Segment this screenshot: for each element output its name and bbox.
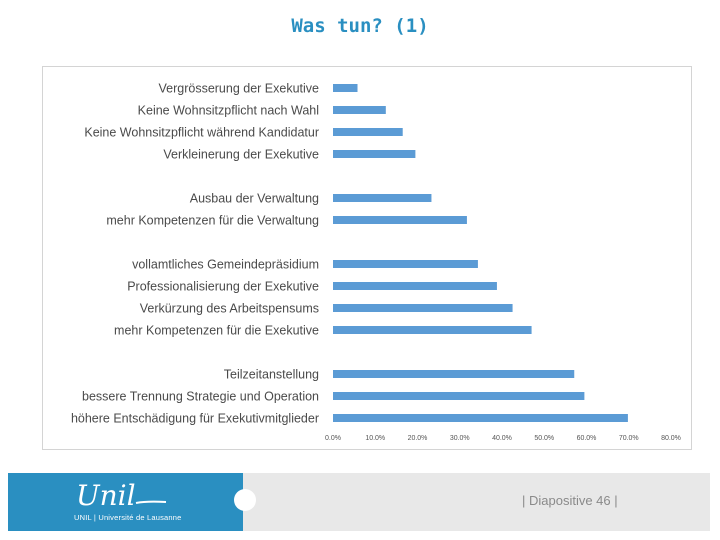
x-tick-label-1: 10.0% — [365, 435, 385, 442]
category-label-8: Verkürzung des Arbeitspensums — [140, 302, 319, 316]
logo-wordmark: Unil — [76, 479, 136, 512]
bar-5 — [333, 216, 467, 224]
bar-12 — [333, 414, 628, 422]
footer-info-panel: | Diapositive 46 | — [243, 473, 710, 531]
chart-frame: Vergrösserung der Exekutive Keine Wohnsit… — [42, 66, 692, 450]
bar-7 — [333, 282, 497, 290]
footer-caption: UNIL | Université de Lausanne — [74, 513, 182, 522]
bar-4 — [333, 194, 432, 202]
category-label-11: bessere Trennung Strategie und Operation — [82, 390, 319, 404]
category-label-2: Keine Wohnsitzpflicht während Kandidatur — [84, 126, 319, 140]
x-tick-label-5: 50.0% — [534, 435, 554, 442]
bar-9 — [333, 326, 532, 334]
bar-3 — [333, 150, 416, 158]
x-tick-label-3: 30.0% — [450, 435, 470, 442]
footer: Unil UNIL | Université de Lausanne | Dia… — [0, 473, 720, 531]
x-tick-label-8: 80.0% — [661, 435, 681, 442]
slide-number: | Diapositive 46 | — [522, 493, 618, 508]
bar-10 — [333, 370, 575, 378]
category-label-12: höhere Entschädigung für Exekutivmitglie… — [71, 412, 319, 426]
category-label-9: mehr Kompetenzen für die Exekutive — [114, 324, 319, 338]
bar-0 — [333, 84, 358, 92]
x-tick-label-0: 0.0% — [325, 435, 341, 442]
footer-dot — [234, 489, 256, 511]
category-label-10: Teilzeitanstellung — [224, 368, 319, 382]
x-tick-label-2: 20.0% — [408, 435, 428, 442]
category-label-1: Keine Wohnsitzpflicht nach Wahl — [138, 104, 319, 118]
bar-8 — [333, 304, 513, 312]
category-label-6: vollamtliches Gemeindepräsidium — [132, 258, 319, 272]
bar-6 — [333, 260, 478, 268]
bar-chart: Vergrösserung der Exekutive Keine Wohnsit… — [71, 82, 681, 443]
bar-1 — [333, 106, 386, 114]
slide-title: Was tun? (1) — [291, 15, 429, 37]
x-tick-label-4: 40.0% — [492, 435, 512, 442]
footer-logo-panel: Unil UNIL | Université de Lausanne — [8, 473, 243, 531]
category-label-4: Ausbau der Verwaltung — [190, 192, 319, 206]
category-label-3: Verkleinerung der Exekutive — [163, 148, 319, 162]
bar-11 — [333, 392, 585, 400]
category-label-5: mehr Kompetenzen für die Verwaltung — [106, 214, 319, 228]
unil-logo: Unil — [76, 479, 167, 512]
x-tick-label-7: 70.0% — [619, 435, 639, 442]
category-label-7: Professionalisierung der Exekutive — [127, 280, 319, 294]
x-tick-label-6: 60.0% — [577, 435, 597, 442]
category-label-0: Vergrösserung der Exekutive — [158, 82, 319, 96]
bar-2 — [333, 128, 403, 136]
